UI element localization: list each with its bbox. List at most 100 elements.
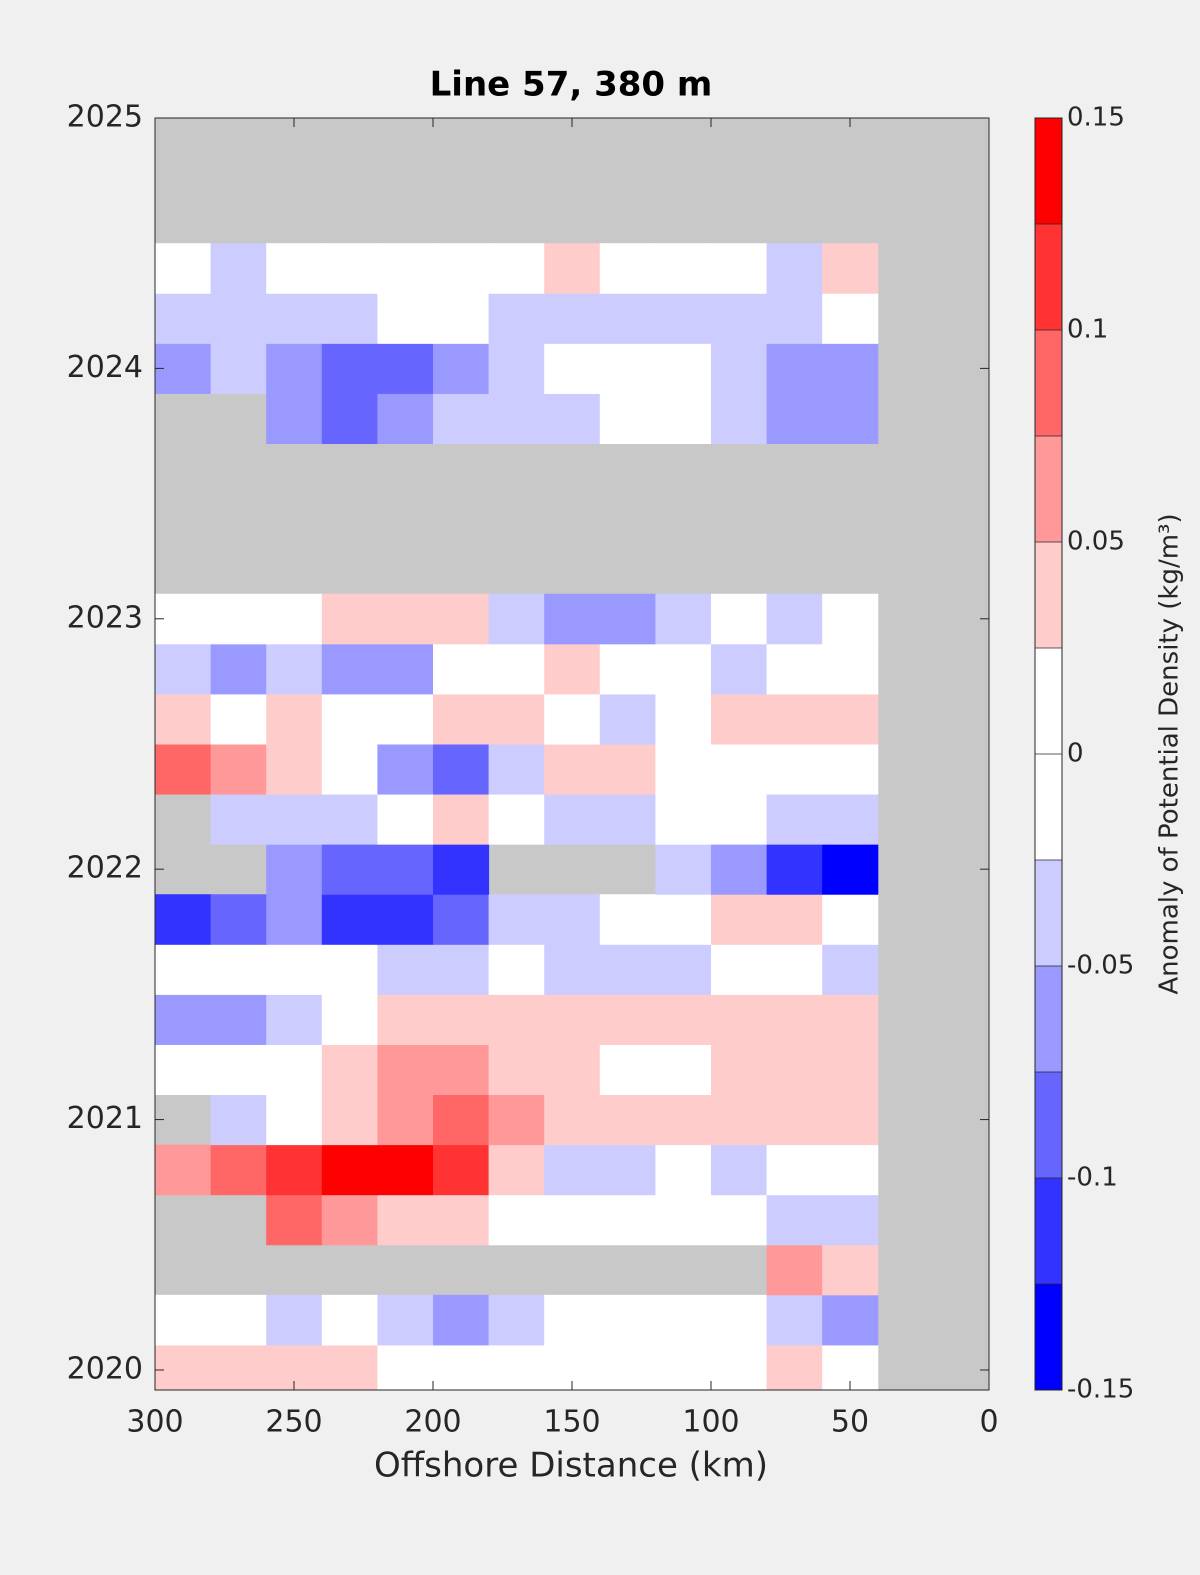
- contour-cell: [488, 1294, 545, 1346]
- contour-cell: [433, 593, 490, 645]
- colorbar-segment: [1035, 966, 1062, 1072]
- contour-cell: [433, 693, 490, 745]
- contour-cell: [822, 894, 879, 945]
- contour-cell: [711, 894, 768, 945]
- contour-cell: [655, 794, 712, 845]
- contour-cell: [210, 293, 267, 344]
- contour-cell: [766, 944, 823, 995]
- contour-cell: [766, 643, 823, 695]
- contour-cell: [766, 743, 823, 795]
- contour-cell: [321, 1194, 378, 1246]
- contour-cell: [599, 1344, 656, 1390]
- contour-cell: [321, 894, 378, 945]
- contour-cell: [599, 693, 656, 745]
- contour-cell: [210, 643, 267, 695]
- contour-cell: [210, 343, 267, 394]
- contour-cell: [266, 1194, 323, 1246]
- contour-cell: [766, 243, 823, 294]
- contour-cell: [433, 844, 490, 895]
- contour-cell: [655, 1094, 712, 1146]
- y-tick-label: 2022: [67, 851, 143, 886]
- y-tick-label: 2023: [67, 600, 143, 635]
- contour-cell: [822, 1194, 879, 1246]
- contour-cell: [155, 1144, 212, 1196]
- contour-cell: [488, 593, 545, 645]
- y-tick-label: 2021: [67, 1101, 143, 1136]
- contour-cell: [488, 994, 545, 1045]
- contour-cell: [711, 1294, 768, 1346]
- contour-cell: [766, 1094, 823, 1146]
- contour-cell: [321, 1044, 378, 1096]
- contour-cell: [599, 1094, 656, 1146]
- contour-cell: [155, 293, 212, 344]
- contour-cell: [822, 1294, 879, 1346]
- contour-cell: [433, 743, 490, 795]
- contour-cell: [655, 293, 712, 344]
- contour-cell: [266, 1094, 323, 1146]
- contour-cell: [155, 894, 212, 945]
- colorbar-frame: [1034, 117, 1063, 1391]
- contour-cell: [488, 643, 545, 695]
- contour-cell: [599, 1194, 656, 1246]
- contour-cell: [822, 743, 879, 795]
- contour-cell: [210, 593, 267, 645]
- contour-cell: [210, 1094, 267, 1146]
- contour-cell: [711, 1194, 768, 1246]
- contour-cell: [377, 243, 434, 294]
- contour-cell: [822, 1044, 879, 1096]
- contour-cell: [321, 593, 378, 645]
- contour-cell: [822, 1244, 879, 1296]
- contour-cell: [377, 643, 434, 695]
- contour-cell: [711, 293, 768, 344]
- contour-cell: [321, 794, 378, 845]
- contour-cell: [266, 944, 323, 995]
- contour-cell: [377, 1294, 434, 1346]
- contour-cell: [377, 1044, 434, 1096]
- contour-cell: [599, 794, 656, 845]
- contour-cell: [210, 994, 267, 1045]
- colorbar-segment: [1035, 330, 1062, 436]
- contour-cell: [266, 1044, 323, 1096]
- contour-cell: [321, 243, 378, 294]
- contour-cell: [766, 1344, 823, 1390]
- contour-cell: [711, 994, 768, 1045]
- contour-cell: [377, 393, 434, 445]
- contour-cell: [155, 243, 212, 294]
- colorbar-tick-label: 0: [1067, 739, 1084, 769]
- colorbar-segment: [1035, 542, 1062, 648]
- contour-cell: [155, 593, 212, 645]
- contour-cell: [711, 944, 768, 995]
- contour-cell: [822, 944, 879, 995]
- contour-cell: [655, 1044, 712, 1096]
- contour-cell: [599, 1294, 656, 1346]
- contour-cell: [488, 293, 545, 344]
- contour-cell: [266, 393, 323, 445]
- contour-cell: [711, 1144, 768, 1196]
- contour-cell: [822, 643, 879, 695]
- colorbar-segment: [1035, 118, 1062, 224]
- contour-cell: [544, 243, 601, 294]
- x-tick-label: 50: [831, 1405, 869, 1440]
- contour-cell: [433, 643, 490, 695]
- contour-cell: [655, 1144, 712, 1196]
- contour-cell: [655, 1194, 712, 1246]
- contour-cell: [544, 293, 601, 344]
- contour-cell: [210, 243, 267, 294]
- contour-cell: [488, 1194, 545, 1246]
- contour-cell: [655, 343, 712, 394]
- contour-cell: [822, 994, 879, 1045]
- contour-cell: [488, 794, 545, 845]
- contour-cell: [488, 1344, 545, 1390]
- contour-cell: [266, 794, 323, 845]
- contour-cell: [321, 693, 378, 745]
- contour-cell: [377, 693, 434, 745]
- contour-cell: [266, 343, 323, 394]
- contour-cell: [822, 593, 879, 645]
- contour-cell: [822, 393, 879, 445]
- contour-cell: [822, 243, 879, 294]
- contour-cell: [377, 743, 434, 795]
- contour-cell: [655, 1344, 712, 1390]
- contour-cell: [433, 293, 490, 344]
- contour-cell: [321, 944, 378, 995]
- contour-cell: [433, 393, 490, 445]
